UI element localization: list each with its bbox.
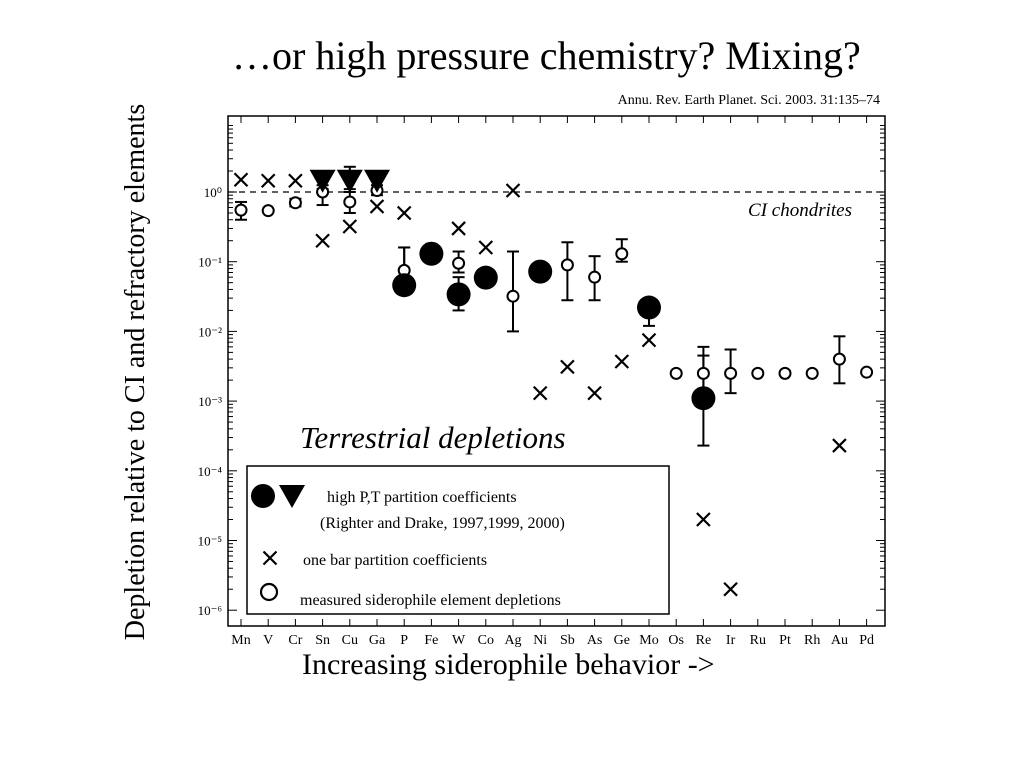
y-tick-label: 10⁻³ (198, 394, 222, 409)
x-tick-label: Pt (779, 633, 791, 648)
data-point-x-Sb (560, 359, 575, 375)
data-point-filled-circle-Mo (637, 295, 661, 320)
data-point-x-Co (478, 240, 494, 255)
data-point-open-circle-Cr (288, 196, 302, 210)
x-axis-label: Increasing siderophile behavior -> (302, 648, 715, 681)
legend-marker-filled-circle (251, 484, 275, 508)
legend-text-high-pt: high P,T partition coefficients (327, 489, 517, 506)
data-point-open-circle-Sb (560, 258, 574, 272)
legend-marker-open-circle (259, 582, 279, 602)
data-point-filled-triangle-down-Ga (364, 169, 390, 193)
x-tick-label: Re (696, 633, 712, 648)
x-tick-label: Ir (726, 633, 736, 648)
data-point-open-circle-Au (832, 352, 846, 366)
data-point-open-circle-Mn (234, 203, 248, 217)
data-point-x-Mn (233, 172, 249, 188)
x-tick-label: Fe (424, 633, 438, 648)
x-tick-label: Os (668, 633, 684, 648)
data-point-open-circle-Re (696, 366, 710, 380)
x-tick-label: Ga (369, 633, 386, 648)
data-point-x-Ag (505, 183, 521, 198)
data-point-open-circle-Ag (506, 289, 520, 303)
data-point-filled-circle-Co (473, 265, 498, 290)
data-point-filled-circle-P (392, 273, 417, 298)
slide-title: …or high pressure chemistry? Mixing? (232, 33, 861, 78)
ci-chondrites-label: CI chondrites (748, 200, 852, 221)
data-point-x-Cr (288, 173, 303, 189)
data-point-open-circle-Ir (724, 366, 738, 380)
y-tick-label: 10⁻¹ (198, 255, 222, 270)
data-point-x-Ir (723, 581, 738, 597)
x-tick-label: W (452, 633, 466, 648)
data-point-x-As (587, 385, 602, 401)
data-point-filled-circle-Re (691, 386, 716, 411)
x-tick-label: V (263, 633, 273, 648)
data-point-open-circle-Ru (751, 366, 765, 380)
data-point-x-Mo (641, 332, 657, 348)
data-point-open-circle-W (452, 256, 466, 270)
data-point-x-Au (832, 438, 847, 453)
x-tick-label: Ag (504, 633, 521, 648)
terrestrial-depletions-label: Terrestrial depletions (300, 420, 566, 455)
y-tick-label: 10⁻⁵ (198, 534, 222, 549)
data-point-x-V (260, 173, 276, 189)
x-tick-label: Mo (639, 633, 658, 648)
x-tick-label: Mn (231, 633, 250, 648)
x-tick-label: Pd (859, 633, 874, 648)
data-point-x-Cu (342, 219, 358, 234)
plot-frame (227, 115, 886, 627)
y-tick-label: 10⁻⁶ (198, 603, 222, 618)
data-point-open-circle-Os (669, 366, 683, 380)
data-point-open-circle-As (588, 270, 602, 284)
legend-text-one-bar: one bar partition coefficients (303, 552, 487, 569)
legend-text-measured: measured siderophile element depletions (300, 592, 561, 609)
y-tick-label: 10⁰ (204, 185, 222, 200)
data-point-open-circle-V (261, 204, 275, 218)
data-point-open-circle-Cu (343, 195, 357, 209)
citation-text: Annu. Rev. Earth Planet. Sci. 2003. 31:1… (618, 93, 880, 108)
x-tick-label: Cr (288, 633, 302, 648)
x-tick-label: P (400, 633, 408, 648)
legend-marker-triangle (279, 485, 305, 508)
data-point-x-P (396, 205, 412, 221)
data-point-filled-circle-Ni (528, 259, 553, 284)
data-point-filled-circle-Fe (419, 241, 444, 266)
x-tick-label: As (587, 633, 603, 648)
legend-subtext-righter: (Righter and Drake, 1997,1999, 2000) (320, 515, 565, 532)
data-point-open-circle-Rh (805, 366, 819, 380)
x-tick-label: Sb (560, 633, 575, 648)
y-tick-label: 10⁻² (198, 324, 222, 339)
y-tick-label: 10⁻⁴ (198, 464, 223, 479)
legend-box (246, 465, 670, 615)
data-point-x-Ge (614, 354, 630, 369)
data-point-filled-triangle-down-Sn (309, 169, 336, 193)
x-tick-label: Ni (533, 633, 547, 648)
data-point-open-circle-Pt (778, 366, 792, 380)
x-tick-label: Au (831, 633, 848, 648)
x-tick-label: Cu (342, 633, 358, 648)
x-tick-label: Ru (750, 633, 766, 648)
data-point-x-Sn (315, 233, 330, 248)
x-tick-label: Ge (614, 633, 630, 648)
x-tick-label: Co (478, 633, 494, 648)
data-point-filled-triangle-down-Cu (336, 169, 363, 193)
data-point-x-W (451, 221, 466, 236)
legend-marker-x (262, 550, 278, 566)
x-tick-label: Sn (315, 633, 330, 648)
data-point-x-Ga (369, 199, 385, 214)
data-point-filled-circle-W (446, 282, 471, 307)
data-point-x-Ni (532, 385, 548, 401)
data-point-open-circle-Pd (860, 365, 874, 379)
data-point-open-circle-Ge (615, 247, 629, 261)
data-point-x-Re (696, 512, 711, 527)
x-tick-label: Rh (804, 633, 820, 648)
